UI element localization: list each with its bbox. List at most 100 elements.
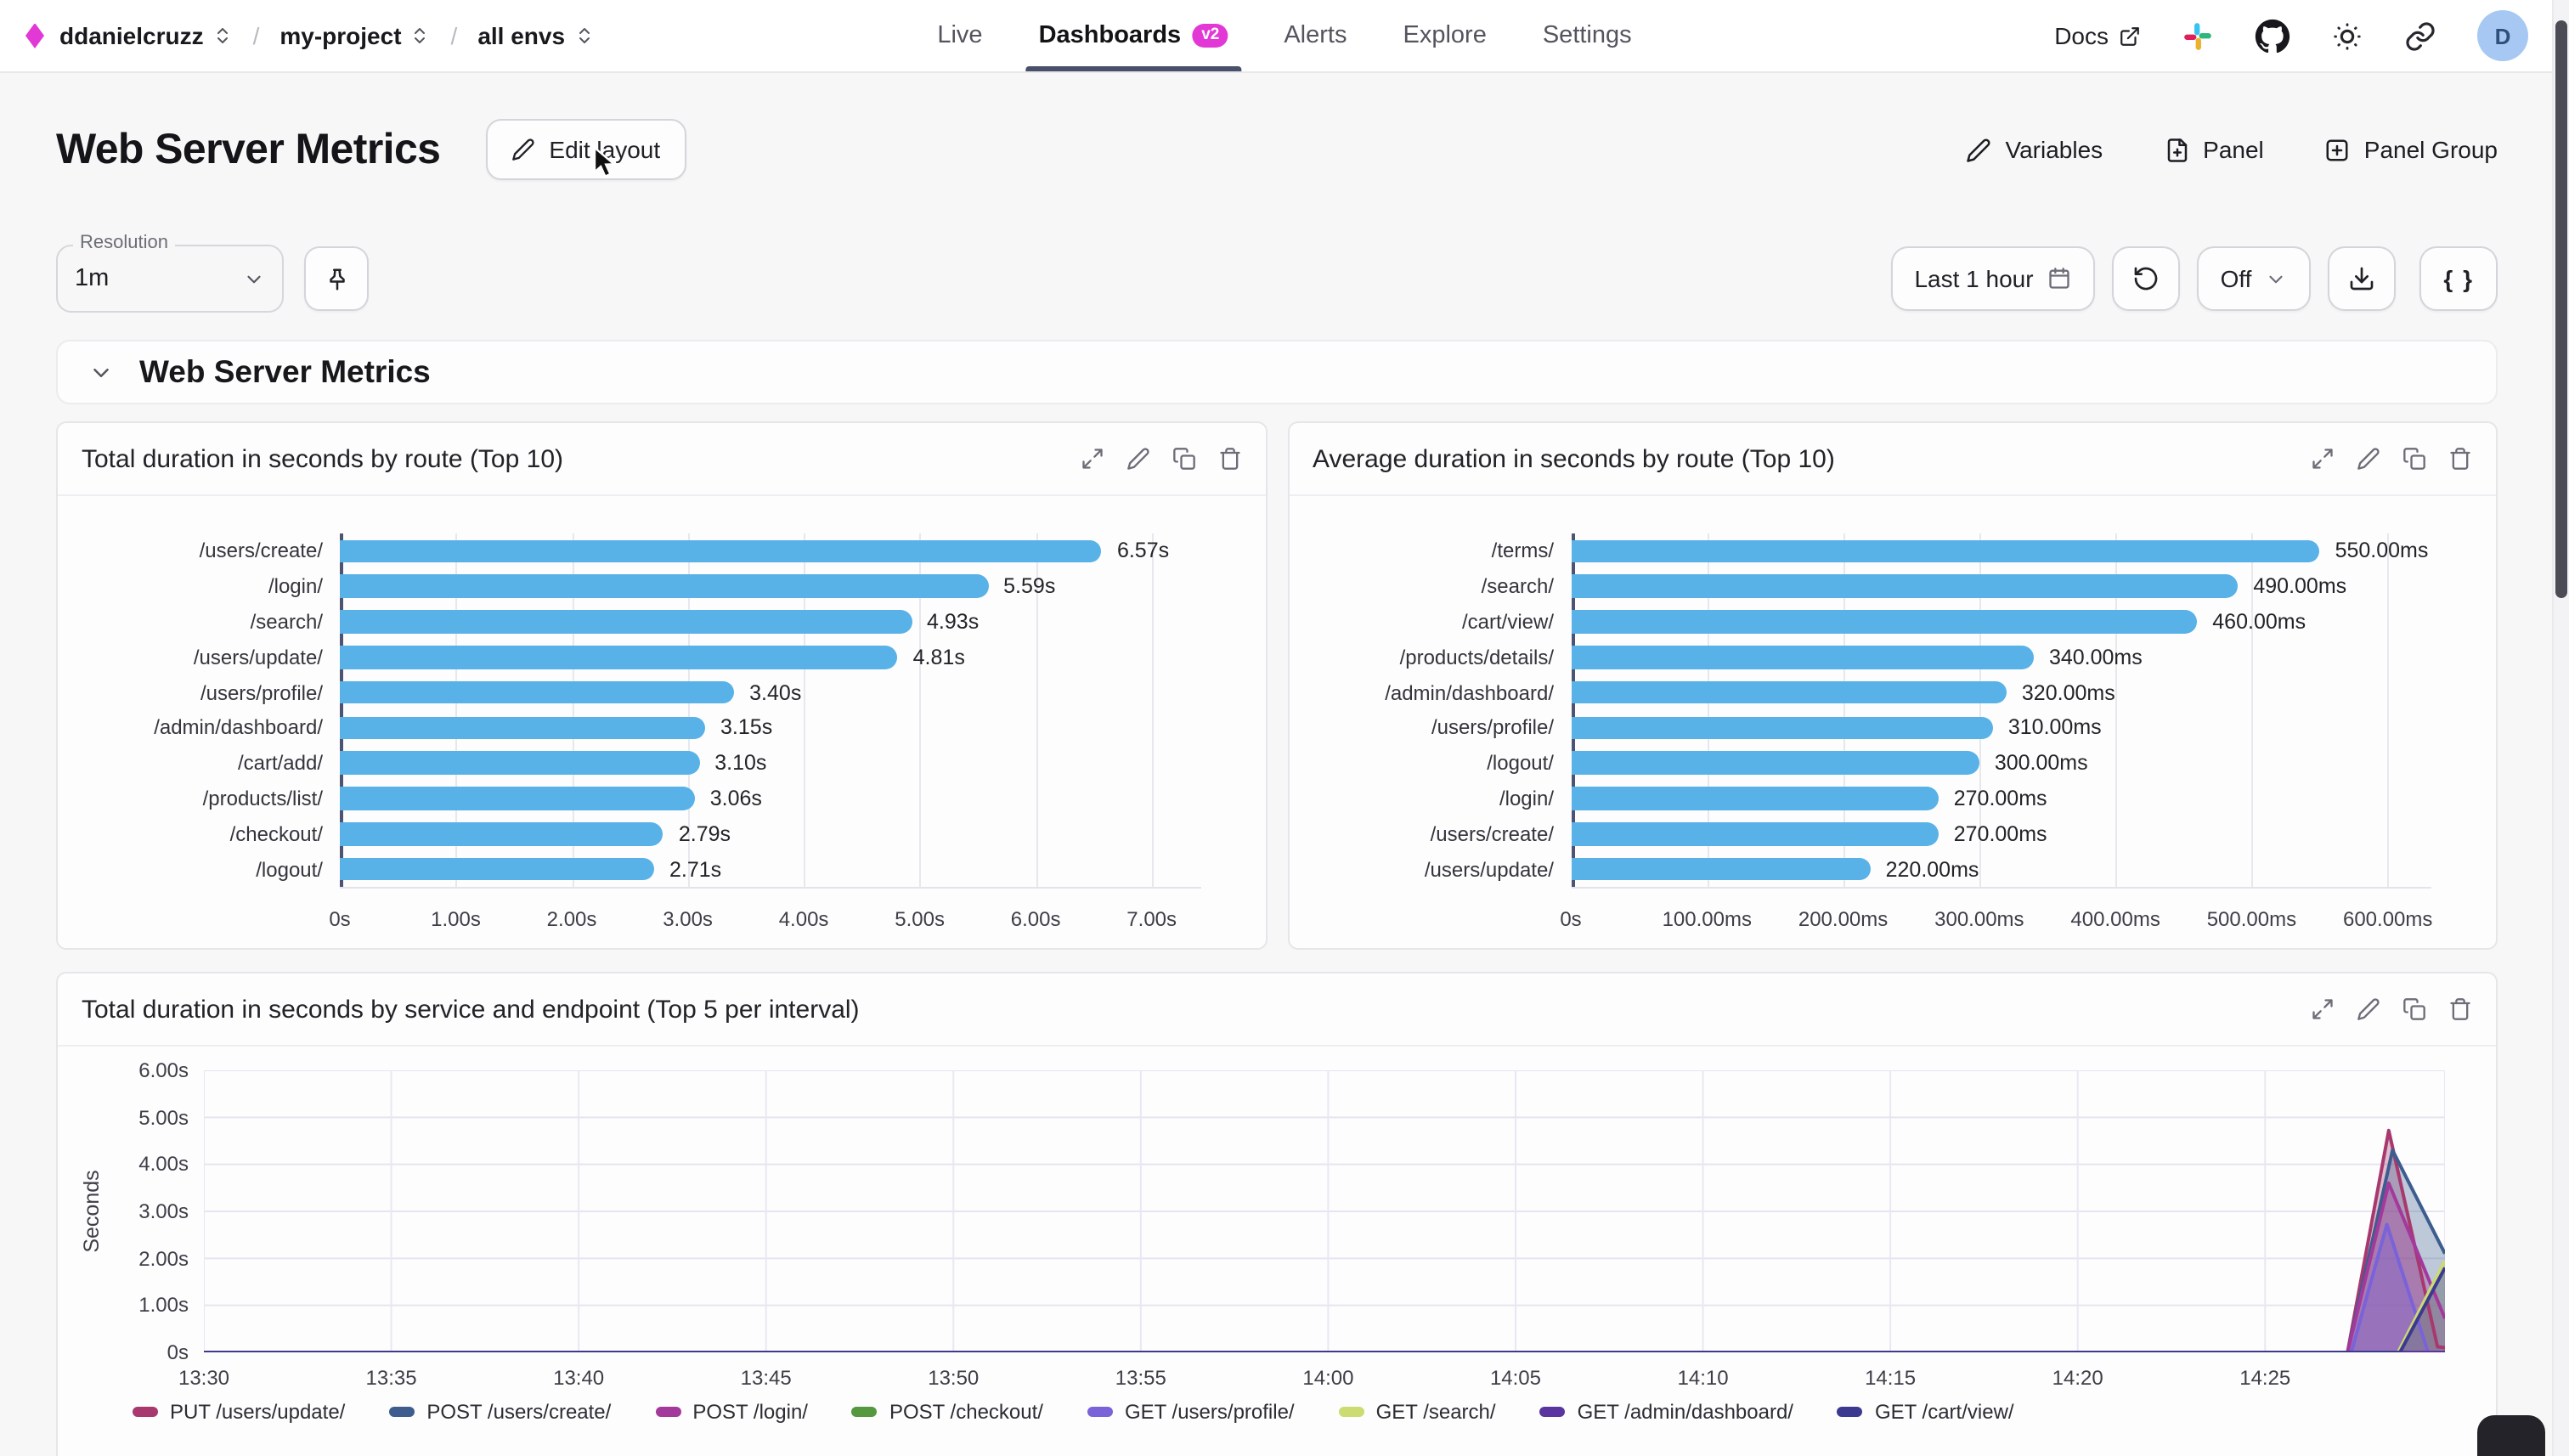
tab-live[interactable]: Live [937, 0, 982, 71]
bar [340, 716, 706, 740]
tab-settings[interactable]: Settings [1543, 0, 1632, 71]
panel-header: Total duration in seconds by route (Top … [58, 423, 1265, 496]
bar-category-label: /login/ [268, 574, 323, 599]
docs-link[interactable]: Docs [2054, 22, 2141, 49]
bar-value-label: 6.57s [1116, 539, 1170, 563]
gridline [572, 533, 574, 887]
chevrons-up-down-icon [579, 28, 590, 43]
user-avatar[interactable]: D [2477, 10, 2528, 61]
pin-resolution-button[interactable] [304, 246, 369, 311]
section-collapse-button[interactable] [88, 359, 114, 385]
bar-category-label: /terms/ [1491, 539, 1554, 563]
square-plus-icon [2327, 138, 2349, 161]
x-axis-tick: 14:05 [1489, 1366, 1541, 1390]
bar [1571, 751, 1979, 775]
legend-item[interactable]: GET /users/profile/ [1087, 1400, 1295, 1424]
bar-row: 5.59s [340, 569, 1200, 605]
bar [340, 574, 989, 598]
legend-swatch [1338, 1407, 1364, 1417]
bar-row: 3.06s [340, 781, 1200, 816]
variables-button[interactable]: Variables [1967, 136, 2103, 163]
section-header: Web Server Metrics [56, 340, 2498, 404]
area-chart-grid: 0s 1.00s 2.00s 3.00s 4.00s 5.00s 6.00s 13:30 13… [109, 1058, 2445, 1393]
panel-title: Total duration in seconds by route (Top … [82, 444, 563, 473]
bar-category-label: /logout/ [1487, 751, 1554, 776]
github-icon[interactable] [2255, 18, 2290, 54]
series-line [204, 1183, 2445, 1352]
y-axis-ticks: 0s 1.00s 2.00s 3.00s 4.00s 5.00s 6.00s [109, 1058, 204, 1364]
share-link-icon[interactable] [2404, 20, 2436, 52]
legend-label: POST /login/ [692, 1400, 808, 1424]
edit-layout-button[interactable]: Edit layout [486, 119, 686, 180]
bar-row: 220.00ms [1571, 851, 2431, 887]
legend-item[interactable]: GET /admin/dashboard/ [1539, 1400, 1793, 1424]
add-panel-group-button[interactable]: Panel Group [2325, 136, 2498, 163]
x-axis-tick: 5.00s [895, 907, 945, 931]
panel-actions [2311, 997, 2472, 1021]
add-panel-group-label: Panel Group [2363, 136, 2498, 163]
legend-item[interactable]: POST /users/create/ [389, 1400, 611, 1424]
legend-item[interactable]: GET /search/ [1338, 1400, 1496, 1424]
x-axis-tick: 3.00s [663, 907, 713, 931]
edit-icon[interactable] [1126, 447, 1149, 471]
chevron-down-icon [93, 368, 109, 376]
gridline [455, 533, 458, 887]
area-fill [204, 1224, 2445, 1352]
panel-total-duration-by-route: Total duration in seconds by route (Top … [56, 421, 1267, 950]
auto-refresh-select[interactable]: Off [2196, 246, 2312, 311]
legend-item[interactable]: GET /cart/view/ [1837, 1400, 2014, 1424]
bar-category-label: /products/list/ [202, 786, 323, 810]
bar-value-label: 4.93s [927, 609, 980, 634]
y-axis-line [1571, 533, 1574, 887]
pencil-icon [1967, 138, 1991, 161]
expand-icon[interactable] [2311, 997, 2335, 1021]
legend-label: GET /search/ [1375, 1400, 1496, 1424]
delete-icon[interactable] [2448, 447, 2472, 471]
legend-item[interactable]: POST /login/ [655, 1400, 808, 1424]
expand-icon[interactable] [1080, 447, 1104, 471]
copy-icon[interactable] [2402, 447, 2426, 471]
json-view-button[interactable]: { } [2419, 246, 2498, 311]
delete-icon[interactable] [2448, 997, 2472, 1021]
add-panel-button[interactable]: Panel [2164, 136, 2264, 163]
time-range-button[interactable]: Last 1 hour [1890, 246, 2095, 311]
y-axis-line [340, 533, 343, 887]
breadcrumb-separator: / [450, 22, 458, 49]
calendar-icon [2048, 268, 2069, 289]
page-scrollbar[interactable] [2552, 0, 2569, 1456]
breadcrumb-org[interactable]: ddanielcruzz [59, 22, 233, 49]
bar-row: 270.00ms [1571, 781, 2431, 816]
legend-item[interactable]: POST /checkout/ [851, 1400, 1043, 1424]
tab-explore[interactable]: Explore [1403, 0, 1487, 71]
chart-legend: PUT /users/update/POST /users/create/POS… [58, 1393, 2496, 1424]
bar [1571, 680, 2007, 704]
download-button[interactable] [2328, 246, 2397, 311]
edit-icon[interactable] [2357, 447, 2380, 471]
bar-chart-average-duration: /terms/ /search/ /cart/view/ /products/deta… [1289, 496, 2496, 940]
external-link-icon [2120, 26, 2139, 45]
theme-sun-icon[interactable] [2331, 20, 2363, 52]
copy-icon[interactable] [1172, 447, 1195, 471]
legend-item[interactable]: PUT /users/update/ [133, 1400, 345, 1424]
bar-row: 490.00ms [1571, 569, 2431, 605]
delete-icon[interactable] [1217, 447, 1241, 471]
expand-icon[interactable] [2311, 447, 2335, 471]
gridline [1707, 533, 1709, 887]
bar-category-label: /search/ [250, 609, 323, 634]
floating-corner-widget[interactable] [2477, 1415, 2545, 1456]
refresh-button[interactable] [2111, 246, 2180, 311]
tab-alerts[interactable]: Alerts [1284, 0, 1347, 71]
copy-icon[interactable] [2402, 997, 2426, 1021]
resolution-select[interactable]: Resolution 1m [56, 233, 284, 313]
breadcrumb-project[interactable]: my-project [279, 22, 430, 49]
bar-chart-total-duration: /users/create/ /login/ /search/ /users/upda… [58, 496, 1265, 940]
scrollbar-thumb[interactable] [2555, 20, 2567, 598]
edit-icon[interactable] [2357, 997, 2380, 1021]
panel-header: Average duration in seconds by route (To… [1289, 423, 2496, 496]
chevrons-up-down-icon [415, 28, 426, 43]
slack-icon[interactable] [2182, 20, 2214, 52]
breadcrumb-env[interactable]: all envs [477, 22, 594, 49]
area-fill [204, 1182, 2445, 1352]
tab-dashboards[interactable]: Dashboards v2 [1025, 0, 1243, 71]
